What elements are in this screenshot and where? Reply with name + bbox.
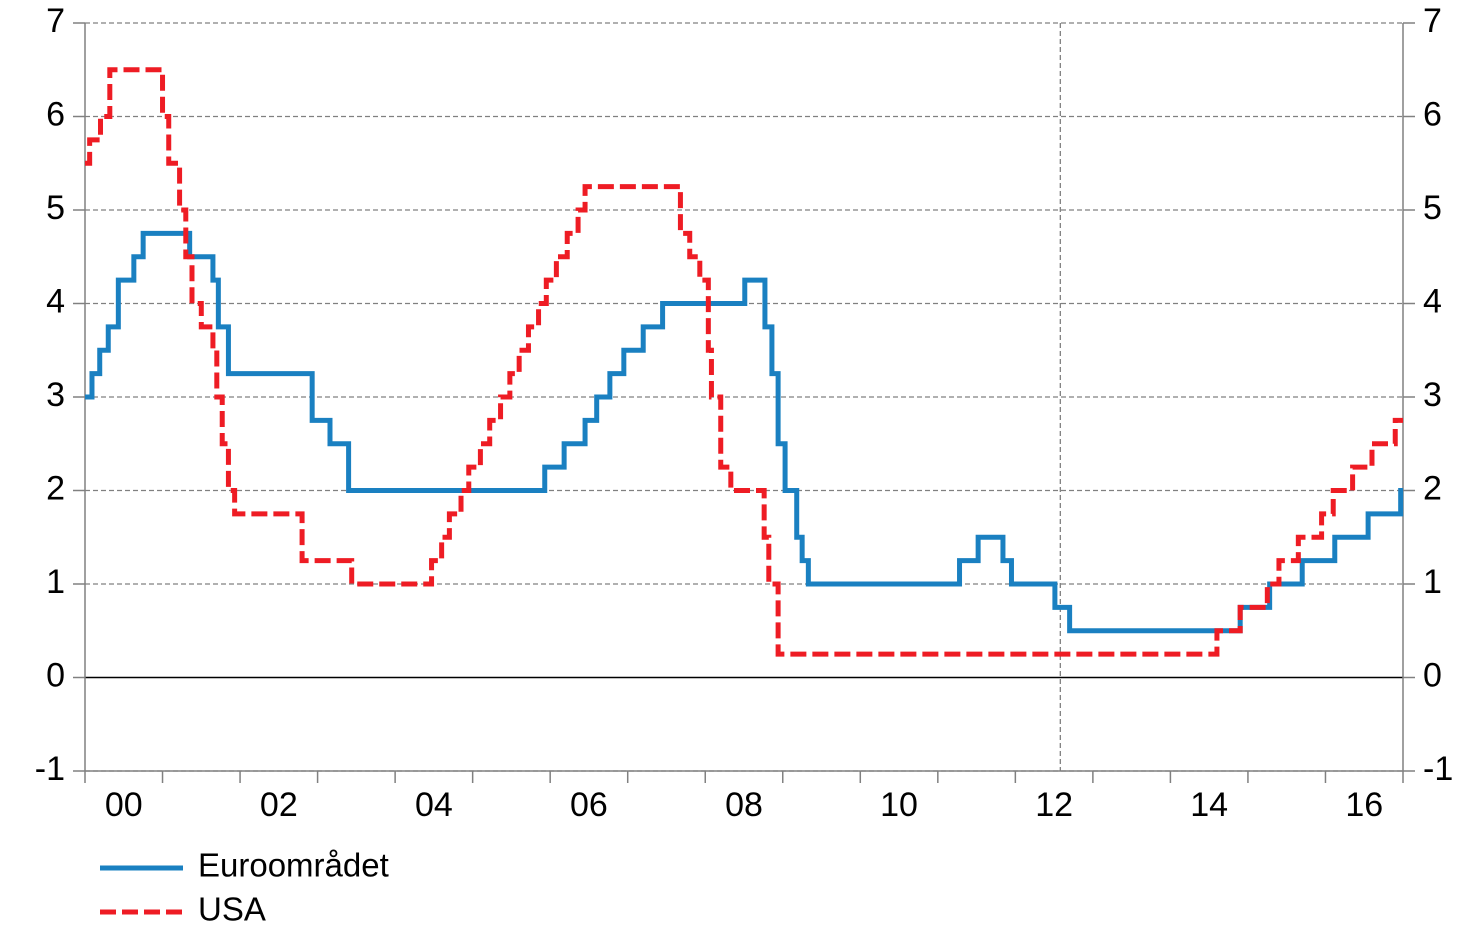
x-tick-label: 06 — [570, 786, 608, 824]
y-tick-label: 3 — [46, 376, 65, 414]
y2-tick-label: 0 — [1423, 656, 1442, 694]
y2-tick-label: 7 — [1423, 2, 1442, 40]
y2-tick-label: -1 — [1423, 750, 1453, 788]
y-tick-label: 6 — [46, 95, 65, 133]
x-tick-label: 00 — [105, 786, 143, 824]
x-tick-label: 08 — [725, 786, 763, 824]
legend-label: USA — [198, 891, 266, 928]
y2-tick-label: 4 — [1423, 282, 1442, 320]
x-tick-label: 02 — [260, 786, 298, 824]
y2-tick-label: 5 — [1423, 189, 1442, 227]
series-line — [85, 230, 1404, 634]
legend-label: Euroområdet — [198, 847, 389, 884]
y-tick-label: 5 — [46, 189, 65, 227]
x-tick-label: 16 — [1345, 786, 1383, 824]
y2-tick-label: 2 — [1423, 469, 1442, 507]
y2-tick-label: 3 — [1423, 376, 1442, 414]
x-tick-label: 10 — [880, 786, 918, 824]
y-tick-label: -1 — [35, 750, 65, 788]
x-tick-label: 12 — [1035, 786, 1073, 824]
y2-tick-label: 1 — [1423, 563, 1442, 601]
y2-tick-label: 6 — [1423, 95, 1442, 133]
series-line — [85, 67, 1403, 657]
y-tick-label: 0 — [46, 656, 65, 694]
y-tick-label: 7 — [46, 2, 65, 40]
x-tick-label: 04 — [415, 786, 453, 824]
y-tick-label: 1 — [46, 563, 65, 601]
y-tick-label: 2 — [46, 469, 65, 507]
x-tick-label: 14 — [1190, 786, 1228, 824]
y-tick-label: 4 — [46, 282, 65, 320]
